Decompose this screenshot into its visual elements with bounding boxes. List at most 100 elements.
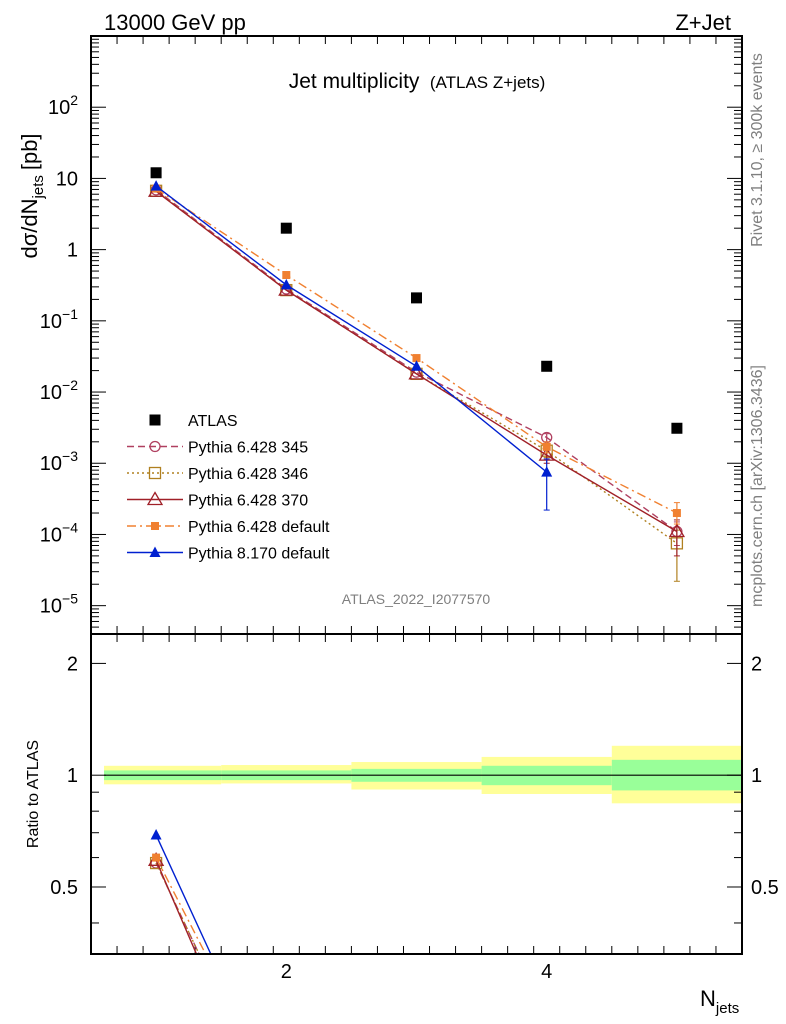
y-axis-label-sub: jets bbox=[30, 175, 47, 199]
ratio-y-tick-label-left: 2 bbox=[67, 653, 78, 675]
y-tick-label: 10−3 bbox=[40, 448, 78, 475]
legend-entry: ATLAS bbox=[149, 413, 238, 430]
x-axis-label-sub: jets bbox=[715, 1000, 739, 1017]
watermark: ATLAS_2022_I2077570 bbox=[342, 591, 491, 607]
y-axis-label: dσ/dNjets [pb] bbox=[17, 133, 47, 258]
y-tick-label-exponent: 2 bbox=[70, 92, 78, 108]
ratio-axis-ticks: 0.5 0.5 1 1 2 2 2 4 bbox=[50, 634, 779, 983]
data-point bbox=[150, 180, 162, 191]
rivet-label: Rivet 3.1.10, ≥ 300k events bbox=[749, 53, 766, 247]
data-point bbox=[280, 222, 292, 234]
ratio-series-3 bbox=[152, 853, 207, 954]
legend-entry: Pythia 6.428 345 bbox=[127, 440, 308, 457]
ratio-frame bbox=[90, 633, 743, 955]
y-tick-label: 1 bbox=[67, 240, 78, 262]
legend: ATLAS Pythia 6.428 345 Pythia 6.428 346 Pyt… bbox=[127, 413, 330, 563]
ratio-y-tick-label-right: 1 bbox=[751, 765, 762, 787]
legend-entry: Pythia 8.170 default bbox=[127, 546, 330, 563]
ratio-band-layer bbox=[104, 745, 742, 804]
data-point bbox=[282, 271, 291, 280]
main-series-layer bbox=[147, 167, 686, 582]
ratio-y-tick-label-right: 0.5 bbox=[751, 877, 779, 899]
main-frame bbox=[90, 35, 743, 635]
ratio-line bbox=[155, 860, 198, 954]
ratio-series-4 bbox=[150, 829, 212, 954]
y-tick-label-base: 1 bbox=[67, 240, 78, 262]
legend-marker bbox=[151, 522, 159, 530]
series-line bbox=[155, 185, 548, 473]
y-axis-label-main: dσ/dN bbox=[17, 198, 42, 258]
y-tick-label-base: 10 bbox=[40, 453, 62, 475]
y-tick-label-exponent: −2 bbox=[62, 377, 78, 393]
ratio-panel: 0.5 0.5 1 1 2 2 2 4 bbox=[50, 633, 779, 983]
legend-entry: Pythia 6.428 default bbox=[127, 519, 330, 536]
series-0 bbox=[150, 167, 683, 434]
legend-label: Pythia 6.428 346 bbox=[188, 466, 308, 483]
x-tick-label: 2 bbox=[281, 961, 292, 983]
y-tick-label-exponent: −4 bbox=[62, 519, 78, 535]
y-tick-label: 10−5 bbox=[40, 591, 78, 618]
legend-marker bbox=[149, 546, 161, 557]
legend-label: Pythia 6.428 370 bbox=[188, 493, 308, 510]
y-tick-label-base: 10 bbox=[48, 97, 70, 119]
y-tick-label: 10−4 bbox=[40, 519, 78, 546]
legend-label: ATLAS bbox=[188, 413, 238, 430]
legend-marker bbox=[148, 466, 162, 480]
y-tick-label: 102 bbox=[48, 92, 78, 119]
ratio-line bbox=[155, 857, 207, 954]
y-axis-label-unit: [pb] bbox=[17, 133, 42, 170]
legend-label: Pythia 6.428 default bbox=[188, 519, 330, 536]
ratio-series-layer bbox=[147, 829, 212, 954]
series-5 bbox=[150, 180, 553, 511]
data-point bbox=[542, 442, 551, 451]
x-tick-label: 4 bbox=[541, 961, 552, 983]
legend-entry: Pythia 6.428 346 bbox=[127, 466, 308, 483]
ratio-point bbox=[152, 853, 161, 862]
chart-title: Jet multiplicity (ATLAS Z+jets) bbox=[289, 70, 546, 93]
chart-title-sub: (ATLAS Z+jets) bbox=[430, 73, 545, 92]
series-line bbox=[155, 190, 678, 533]
ratio-series-1 bbox=[149, 856, 200, 954]
data-point bbox=[411, 292, 422, 304]
ratio-point bbox=[150, 829, 162, 840]
data-point bbox=[672, 509, 681, 518]
y-tick-label-base: 10 bbox=[40, 311, 62, 333]
energy-label: 13000 GeV pp bbox=[104, 10, 246, 35]
series-line bbox=[155, 187, 678, 514]
ratio-y-tick-label-left: 1 bbox=[67, 765, 78, 787]
y-tick-label-exponent: −3 bbox=[62, 448, 78, 464]
ratio-y-tick-label-right: 2 bbox=[751, 653, 762, 675]
y-tick-label: 10−1 bbox=[40, 306, 78, 333]
data-point bbox=[541, 360, 553, 372]
data-point bbox=[150, 167, 162, 179]
x-axis-label: Njets bbox=[700, 986, 739, 1017]
data-point bbox=[541, 466, 553, 477]
legend-marker bbox=[149, 440, 161, 453]
y-tick-label-base: 10 bbox=[40, 596, 62, 618]
y-tick-label-base: 10 bbox=[40, 524, 62, 546]
data-point bbox=[671, 422, 683, 434]
legend-label: Pythia 8.170 default bbox=[188, 546, 330, 563]
data-point bbox=[411, 360, 422, 371]
data-point bbox=[408, 365, 425, 380]
legend-label: Pythia 6.428 345 bbox=[188, 440, 308, 457]
y-tick-label-exponent: −5 bbox=[62, 591, 78, 607]
legend-marker bbox=[146, 491, 164, 506]
data-point bbox=[412, 354, 421, 363]
data-point bbox=[280, 278, 292, 290]
y-tick-label-base: 10 bbox=[56, 168, 78, 190]
y-tick-label: 10 bbox=[56, 168, 78, 190]
ratio-y-axis-label: Ratio to ATLAS bbox=[25, 740, 42, 848]
legend-entry: Pythia 6.428 370 bbox=[127, 491, 308, 510]
chart-title-main: Jet multiplicity bbox=[289, 70, 420, 93]
y-tick-label: 10−2 bbox=[40, 377, 78, 404]
process-label: Z+Jet bbox=[675, 10, 731, 35]
ratio-line bbox=[155, 834, 212, 954]
y-tick-label-base: 10 bbox=[40, 382, 62, 404]
mcplots-label: mcplots.cern.ch [arXiv:1306.3436] bbox=[749, 365, 766, 607]
ratio-y-tick-label-left: 0.5 bbox=[50, 877, 78, 899]
legend-marker bbox=[149, 414, 161, 426]
